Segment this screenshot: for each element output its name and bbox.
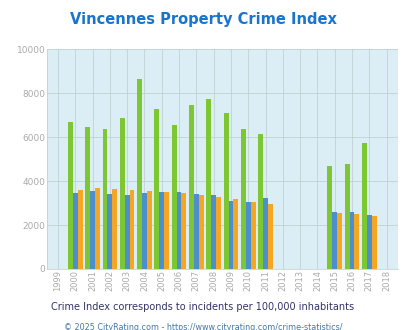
Bar (176, 192, 181, 269)
Bar (137, 79, 142, 269)
Bar (72, 193, 77, 269)
Bar (90, 191, 95, 269)
Bar (164, 192, 168, 269)
Bar (95, 188, 100, 269)
Bar (142, 193, 147, 269)
Bar (119, 117, 124, 269)
Bar (215, 197, 220, 269)
Bar (349, 212, 354, 269)
Bar (258, 134, 262, 269)
Bar (198, 195, 203, 269)
Bar (332, 212, 336, 269)
Text: Vincennes Property Crime Index: Vincennes Property Crime Index (69, 12, 336, 26)
Bar (107, 194, 112, 269)
Bar (159, 192, 164, 269)
Text: © 2025 CityRating.com - https://www.cityrating.com/crime-statistics/: © 2025 CityRating.com - https://www.city… (64, 323, 341, 330)
Bar (371, 216, 376, 269)
Bar (194, 194, 198, 269)
Bar (102, 128, 107, 269)
Bar (233, 199, 238, 269)
Bar (85, 127, 90, 269)
Bar (181, 193, 186, 269)
Bar (250, 202, 255, 269)
Bar (206, 99, 211, 269)
Bar (171, 125, 176, 269)
Bar (77, 190, 82, 269)
Bar (327, 166, 332, 269)
Bar (267, 204, 272, 269)
Bar (344, 164, 349, 269)
Bar (211, 195, 215, 269)
Bar (223, 113, 228, 269)
Text: Crime Index corresponds to incidents per 100,000 inhabitants: Crime Index corresponds to incidents per… (51, 302, 354, 312)
Bar (112, 189, 117, 269)
Bar (366, 215, 371, 269)
Bar (154, 109, 159, 269)
Bar (245, 202, 250, 269)
Bar (336, 213, 341, 269)
Bar (354, 214, 358, 269)
Bar (262, 198, 267, 269)
Bar (124, 195, 129, 269)
Bar (228, 201, 233, 269)
Bar (147, 191, 151, 269)
Bar (361, 143, 366, 269)
Bar (189, 106, 194, 269)
Bar (241, 128, 245, 269)
Bar (129, 190, 134, 269)
Bar (68, 122, 72, 269)
